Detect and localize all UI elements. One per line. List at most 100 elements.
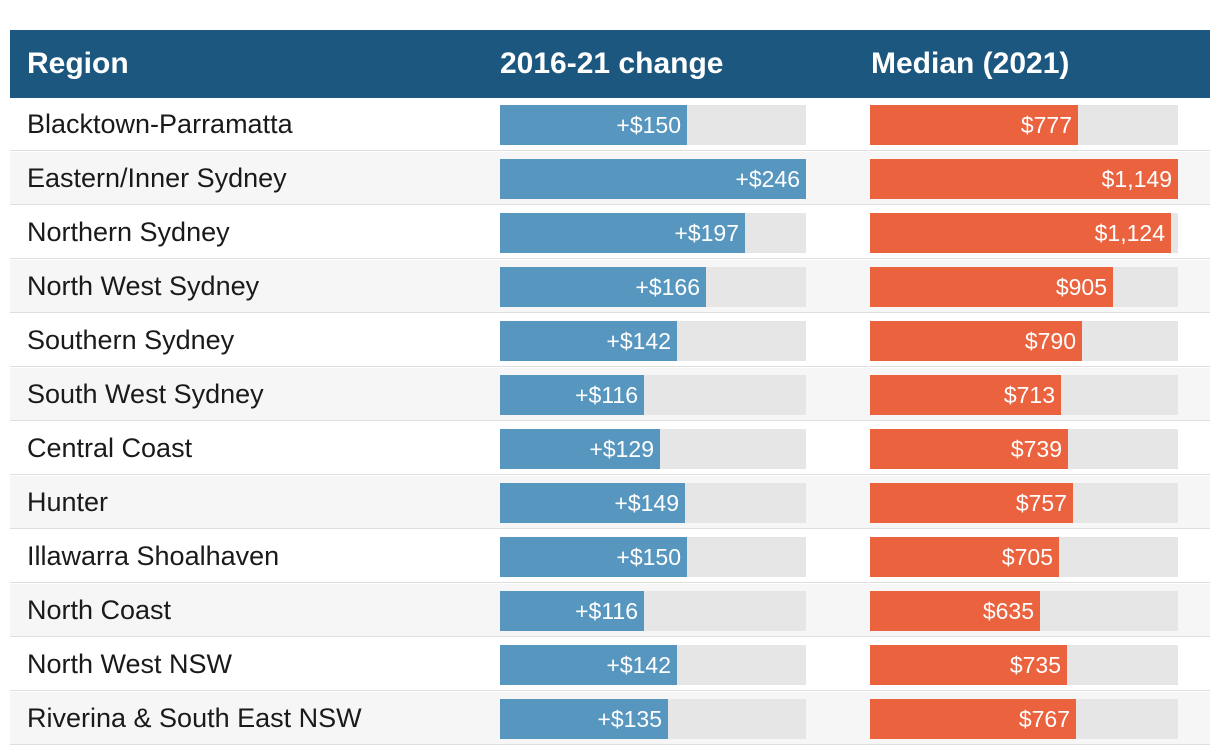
median-bar: $757: [870, 483, 1073, 523]
change-value-label: +$142: [606, 328, 671, 354]
change-bar: +$150: [500, 105, 687, 145]
change-bar: +$129: [500, 429, 660, 469]
median-bar: $713: [870, 375, 1061, 415]
region-label: Southern Sydney: [27, 325, 235, 355]
change-track: +$135: [500, 699, 806, 739]
change-bar: +$246: [500, 159, 806, 199]
change-value-label: +$150: [616, 544, 681, 570]
median-value-label: $1,124: [1094, 220, 1165, 246]
median-track: $1,149: [870, 159, 1178, 199]
median-bar: $735: [870, 645, 1067, 685]
table-row: Eastern/Inner Sydney +$246 $1,149: [10, 152, 1210, 205]
change-value-label: +$166: [635, 274, 700, 300]
median-value-label: $735: [1009, 652, 1061, 678]
change-value-label: +$116: [575, 382, 638, 408]
region-label: Central Coast: [27, 433, 193, 463]
change-track: +$149: [500, 483, 806, 523]
table-row: Blacktown-Parramatta +$150 $777: [10, 98, 1210, 151]
median-value-label: $790: [1024, 328, 1076, 354]
region-label: Riverina & South East NSW: [27, 703, 362, 733]
median-bar: $739: [870, 429, 1068, 469]
change-value-label: +$197: [674, 220, 739, 246]
change-value-label: +$150: [616, 112, 681, 138]
median-track: $790: [870, 321, 1178, 361]
median-bar: $705: [870, 537, 1059, 577]
table-row: North Coast +$116 $635: [10, 584, 1210, 637]
table-row: North West NSW +$142 $735: [10, 638, 1210, 691]
change-value-label: +$149: [614, 490, 679, 516]
region-label: North Coast: [27, 595, 172, 625]
change-value-label: +$116: [575, 598, 638, 624]
median-bar: $777: [870, 105, 1078, 145]
median-value-label: $635: [982, 598, 1034, 624]
change-value-label: +$129: [589, 436, 654, 462]
median-bar: $1,149: [870, 159, 1178, 199]
median-track: $777: [870, 105, 1178, 145]
region-label: North West Sydney: [27, 271, 260, 301]
change-track: +$246: [500, 159, 806, 199]
change-track: +$129: [500, 429, 806, 469]
median-track: $735: [870, 645, 1178, 685]
median-value-label: $739: [1010, 436, 1062, 462]
change-bar: +$116: [500, 375, 644, 415]
header-median: Median (2021): [871, 47, 1070, 80]
median-track: $767: [870, 699, 1178, 739]
median-value-label: $757: [1015, 490, 1067, 516]
header-change: 2016-21 change: [500, 47, 724, 80]
change-track: +$150: [500, 537, 806, 577]
median-value-label: $905: [1055, 274, 1107, 300]
table-row: Riverina & South East NSW +$135 $767: [10, 692, 1210, 745]
median-track: $635: [870, 591, 1178, 631]
table-row: South West Sydney +$116 $713: [10, 368, 1210, 421]
change-bar: +$142: [500, 645, 677, 685]
median-bar: $790: [870, 321, 1082, 361]
header-region: Region: [27, 47, 129, 80]
change-track: +$150: [500, 105, 806, 145]
region-label: North West NSW: [27, 649, 233, 679]
table-row: North West Sydney +$166 $905: [10, 260, 1210, 313]
region-label: Hunter: [27, 487, 109, 517]
region-label: Northern Sydney: [27, 217, 230, 247]
table-header: Region 2016-21 change Median (2021): [10, 30, 1210, 98]
median-bar: $767: [870, 699, 1076, 739]
median-track: $739: [870, 429, 1178, 469]
region-label: Blacktown-Parramatta: [27, 109, 293, 139]
table-row: Southern Sydney +$142 $790: [10, 314, 1210, 367]
median-value-label: $777: [1020, 112, 1072, 138]
change-track: +$166: [500, 267, 806, 307]
region-label: Eastern/Inner Sydney: [27, 163, 287, 193]
change-bar: +$116: [500, 591, 644, 631]
change-track: +$142: [500, 645, 806, 685]
median-track: $757: [870, 483, 1178, 523]
change-track: +$116: [500, 375, 806, 415]
change-track: +$116: [500, 591, 806, 631]
region-label: Illawarra Shoalhaven: [27, 541, 280, 571]
table-row: Illawarra Shoalhaven +$150 $705: [10, 530, 1210, 583]
median-value-label: $1,149: [1101, 166, 1172, 192]
median-bar: $1,124: [870, 213, 1171, 253]
median-track: $705: [870, 537, 1178, 577]
table-row: Central Coast +$129 $739: [10, 422, 1210, 475]
change-bar: +$150: [500, 537, 687, 577]
median-value-label: $705: [1001, 544, 1053, 570]
change-bar: +$142: [500, 321, 677, 361]
median-value-label: $713: [1003, 382, 1055, 408]
median-track: $713: [870, 375, 1178, 415]
change-bar: +$166: [500, 267, 706, 307]
median-bar: $905: [870, 267, 1113, 307]
change-track: +$142: [500, 321, 806, 361]
change-bar: +$135: [500, 699, 668, 739]
median-value-label: $767: [1018, 706, 1070, 732]
change-bar: +$149: [500, 483, 685, 523]
change-value-label: +$142: [606, 652, 671, 678]
median-bar: $635: [870, 591, 1040, 631]
change-value-label: +$246: [735, 166, 800, 192]
median-track: $905: [870, 267, 1178, 307]
median-track: $1,124: [870, 213, 1178, 253]
table-row: Hunter +$149 $757: [10, 476, 1210, 529]
table-row: Northern Sydney +$197 $1,124: [10, 206, 1210, 259]
region-label: South West Sydney: [27, 379, 264, 409]
change-bar: +$197: [500, 213, 745, 253]
change-value-label: +$135: [597, 706, 662, 732]
change-track: +$197: [500, 213, 806, 253]
